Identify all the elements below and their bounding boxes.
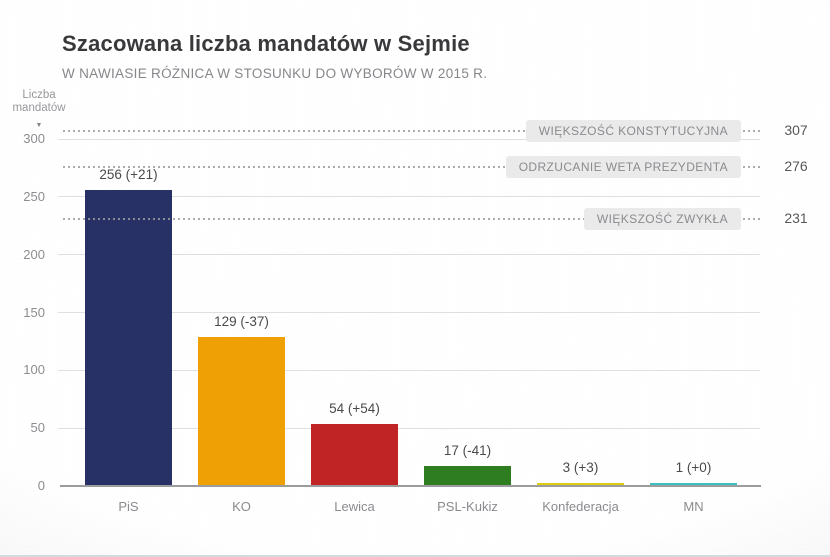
y-tick-label: 200 bbox=[23, 246, 45, 262]
arrow-down-icon: ▼ bbox=[35, 122, 43, 129]
reference-line bbox=[63, 165, 760, 168]
bar-pis bbox=[85, 189, 172, 486]
x-axis-label: PSL-Kukiz bbox=[437, 499, 498, 514]
bar-pslkukiz bbox=[424, 466, 511, 486]
bar-value-label: 17 (-41) bbox=[443, 443, 492, 459]
bar-ko bbox=[198, 336, 285, 486]
y-axis-title-line2: mandatów bbox=[12, 102, 66, 114]
y-tick-label: 300 bbox=[23, 131, 45, 146]
x-axis-label: PiS bbox=[118, 499, 139, 514]
bar-konfederacja bbox=[537, 482, 624, 486]
x-axis-line bbox=[60, 485, 761, 487]
y-tick-label: 50 bbox=[30, 420, 45, 436]
reference-line bbox=[63, 217, 760, 220]
bar-value-label: 3 (+3) bbox=[562, 459, 599, 475]
bar-value-label: 54 (+54) bbox=[329, 400, 380, 416]
reference-value: 231 bbox=[784, 209, 808, 226]
page-title: Szacowana liczba mandatów w Sejmie bbox=[62, 31, 470, 56]
reference-value: 276 bbox=[784, 157, 808, 174]
bar-value-label: 1 (+0) bbox=[675, 460, 712, 475]
y-tick-label: 100 bbox=[23, 362, 45, 378]
page-subtitle: W NAWIASIE RÓŻNICA W STOSUNKU DO WYBORÓW… bbox=[62, 66, 488, 81]
y-tick-label: 0 bbox=[37, 478, 45, 493]
reference-badge: WIĘKSZOŚĆ KONSTYTUCYJNA bbox=[525, 119, 741, 142]
gridline bbox=[58, 254, 760, 256]
gridline bbox=[58, 369, 760, 371]
x-axis-label: KO bbox=[232, 499, 251, 514]
x-axis-label: Konfederacja bbox=[542, 499, 619, 514]
bar-mn bbox=[650, 483, 737, 486]
x-axis-label: MN bbox=[683, 499, 704, 514]
y-axis-title: Liczba mandatów ▼ bbox=[0, 89, 78, 132]
reference-line bbox=[63, 129, 760, 132]
reference-badge: ODRZUCANIE WETA PREZYDENTA bbox=[505, 155, 741, 178]
y-tick-label: 150 bbox=[23, 304, 45, 320]
y-tick-label: 250 bbox=[23, 188, 45, 204]
reference-value: 307 bbox=[784, 121, 808, 138]
gridline bbox=[58, 427, 760, 429]
bar-value-label: 129 (-37) bbox=[214, 313, 269, 329]
gridline bbox=[58, 312, 760, 313]
gridline bbox=[58, 138, 760, 140]
x-axis-label: Lewica bbox=[334, 499, 375, 514]
gridline bbox=[58, 196, 760, 198]
reference-badge: WIĘKSZOŚĆ ZWYKŁA bbox=[583, 207, 741, 230]
y-axis-title-line1: Liczba bbox=[22, 89, 56, 101]
bar-value-label: 256 (+21) bbox=[99, 166, 158, 182]
bar-lewica bbox=[311, 423, 398, 486]
